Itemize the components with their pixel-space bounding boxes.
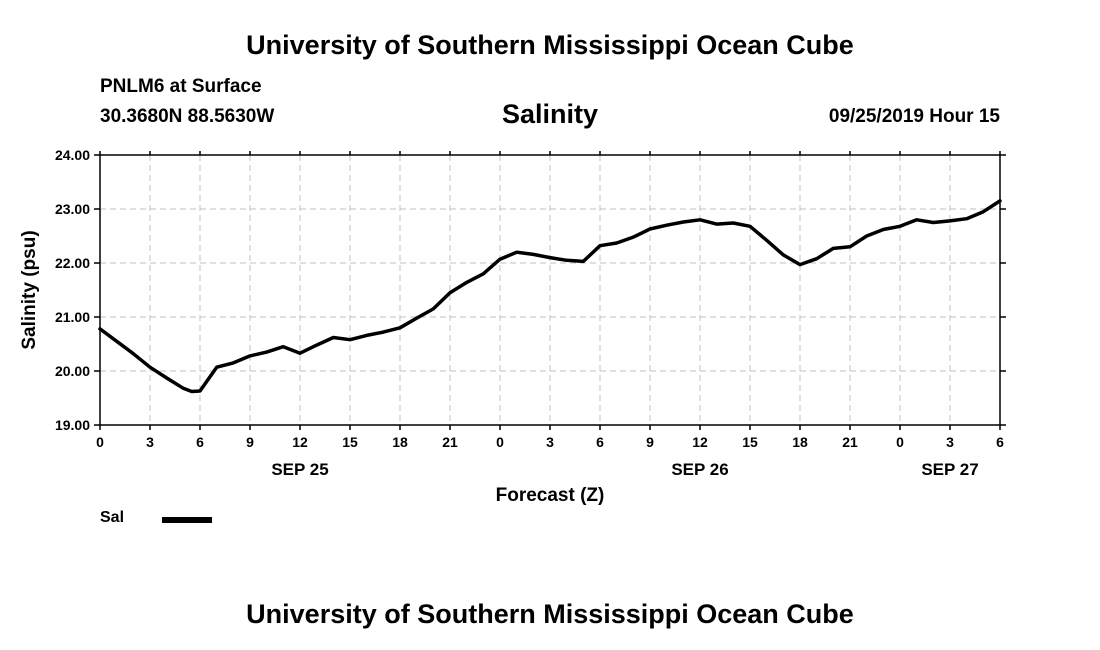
- date-label: SEP 27: [921, 460, 978, 479]
- x-tick-label: 21: [442, 434, 458, 450]
- x-tick-label: 9: [246, 434, 254, 450]
- x-tick-label: 0: [496, 434, 504, 450]
- x-tick-label: 21: [842, 434, 858, 450]
- legend-label: Sal: [100, 509, 125, 526]
- x-tick-label: 3: [546, 434, 554, 450]
- y-tick-label: 23.00: [55, 201, 90, 217]
- legend-swatch: [162, 517, 212, 523]
- salinity-series-line: [98, 199, 1002, 394]
- y-tick-label: 20.00: [55, 363, 90, 379]
- forecast-timestamp: 09/25/2019 Hour 15: [828, 106, 1000, 127]
- y-tick-label: 21.00: [55, 309, 90, 325]
- y-tick-label: 22.00: [55, 255, 90, 271]
- date-label: SEP 25: [271, 460, 328, 479]
- chart-title: Salinity: [501, 99, 599, 129]
- y-axis-title: Salinity (psu): [19, 230, 40, 349]
- y-tick-label: 19.00: [55, 417, 90, 433]
- station-coordinates: 30.3680N 88.5630W: [100, 106, 275, 127]
- x-tick-label: 3: [946, 434, 954, 450]
- x-tick-label: 6: [996, 434, 1004, 450]
- x-tick-label: 3: [146, 434, 154, 450]
- x-tick-label: 0: [896, 434, 904, 450]
- x-tick-label: 12: [692, 434, 708, 450]
- header-title: University of Southern Mississippi Ocean…: [246, 30, 854, 60]
- x-tick-label: 0: [96, 434, 104, 450]
- date-label: SEP 26: [671, 460, 728, 479]
- x-tick-label: 18: [792, 434, 808, 450]
- x-axis-title: Forecast (Z): [496, 485, 605, 506]
- x-tick-label: 15: [342, 434, 358, 450]
- footer-title: University of Southern Mississippi Ocean…: [246, 599, 854, 629]
- x-tick-label: 12: [292, 434, 308, 450]
- station-name: PNLM6 at Surface: [100, 76, 262, 97]
- x-tick-label: 15: [742, 434, 758, 450]
- x-tick-label: 9: [646, 434, 654, 450]
- x-tick-label: 6: [196, 434, 204, 450]
- x-tick-label: 6: [596, 434, 604, 450]
- y-tick-label: 24.00: [55, 147, 90, 163]
- x-tick-label: 18: [392, 434, 408, 450]
